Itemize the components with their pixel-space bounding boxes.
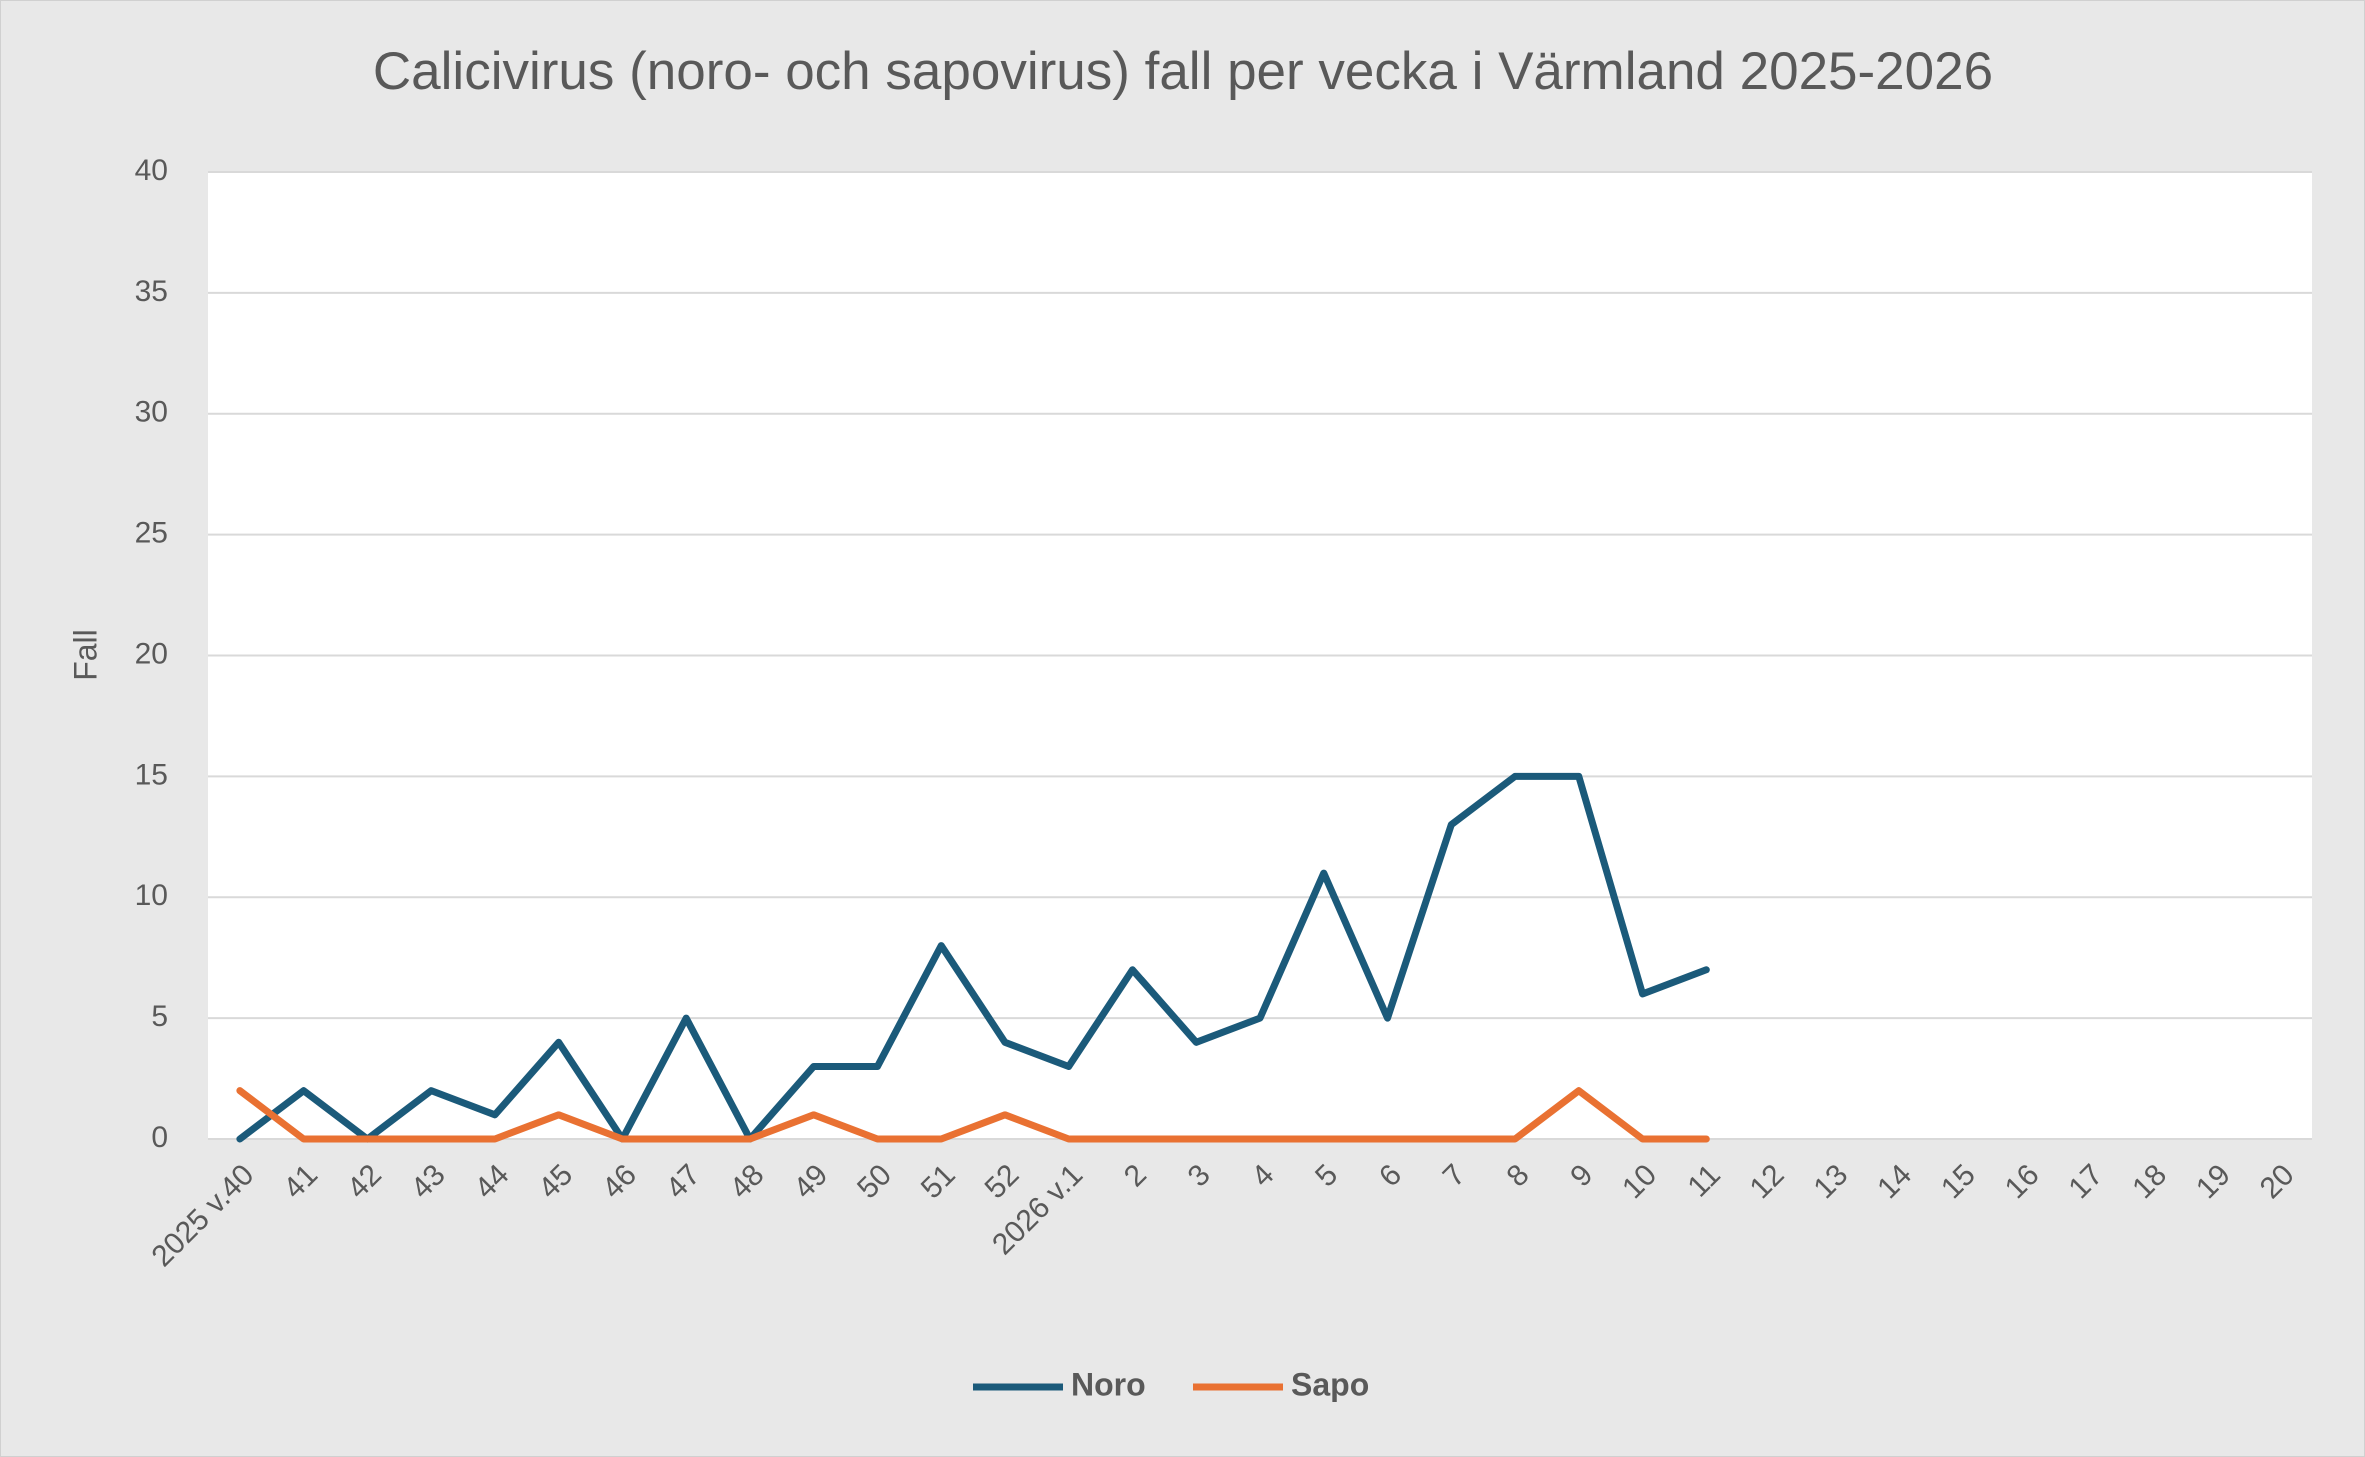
- y-tick-label: 20: [135, 637, 168, 670]
- y-axis-label: Fall: [67, 629, 103, 681]
- y-tick-label: 10: [135, 879, 168, 912]
- y-tick-label: 15: [135, 758, 168, 791]
- legend-label: Sapo: [1291, 1366, 1369, 1402]
- series-line: [236, 1087, 1710, 1143]
- y-tick-label: 40: [135, 154, 168, 187]
- series-line: [236, 772, 1710, 1143]
- y-tick-label: 0: [151, 1121, 168, 1154]
- y-tick-label: 5: [151, 1000, 168, 1033]
- y-tick-label: 35: [135, 275, 168, 308]
- legend-label: Noro: [1071, 1366, 1146, 1402]
- chart-title: Calicivirus (noro- och sapovirus) fall p…: [373, 42, 1993, 101]
- y-tick-label: 30: [135, 396, 168, 429]
- y-tick-label: 25: [135, 517, 168, 550]
